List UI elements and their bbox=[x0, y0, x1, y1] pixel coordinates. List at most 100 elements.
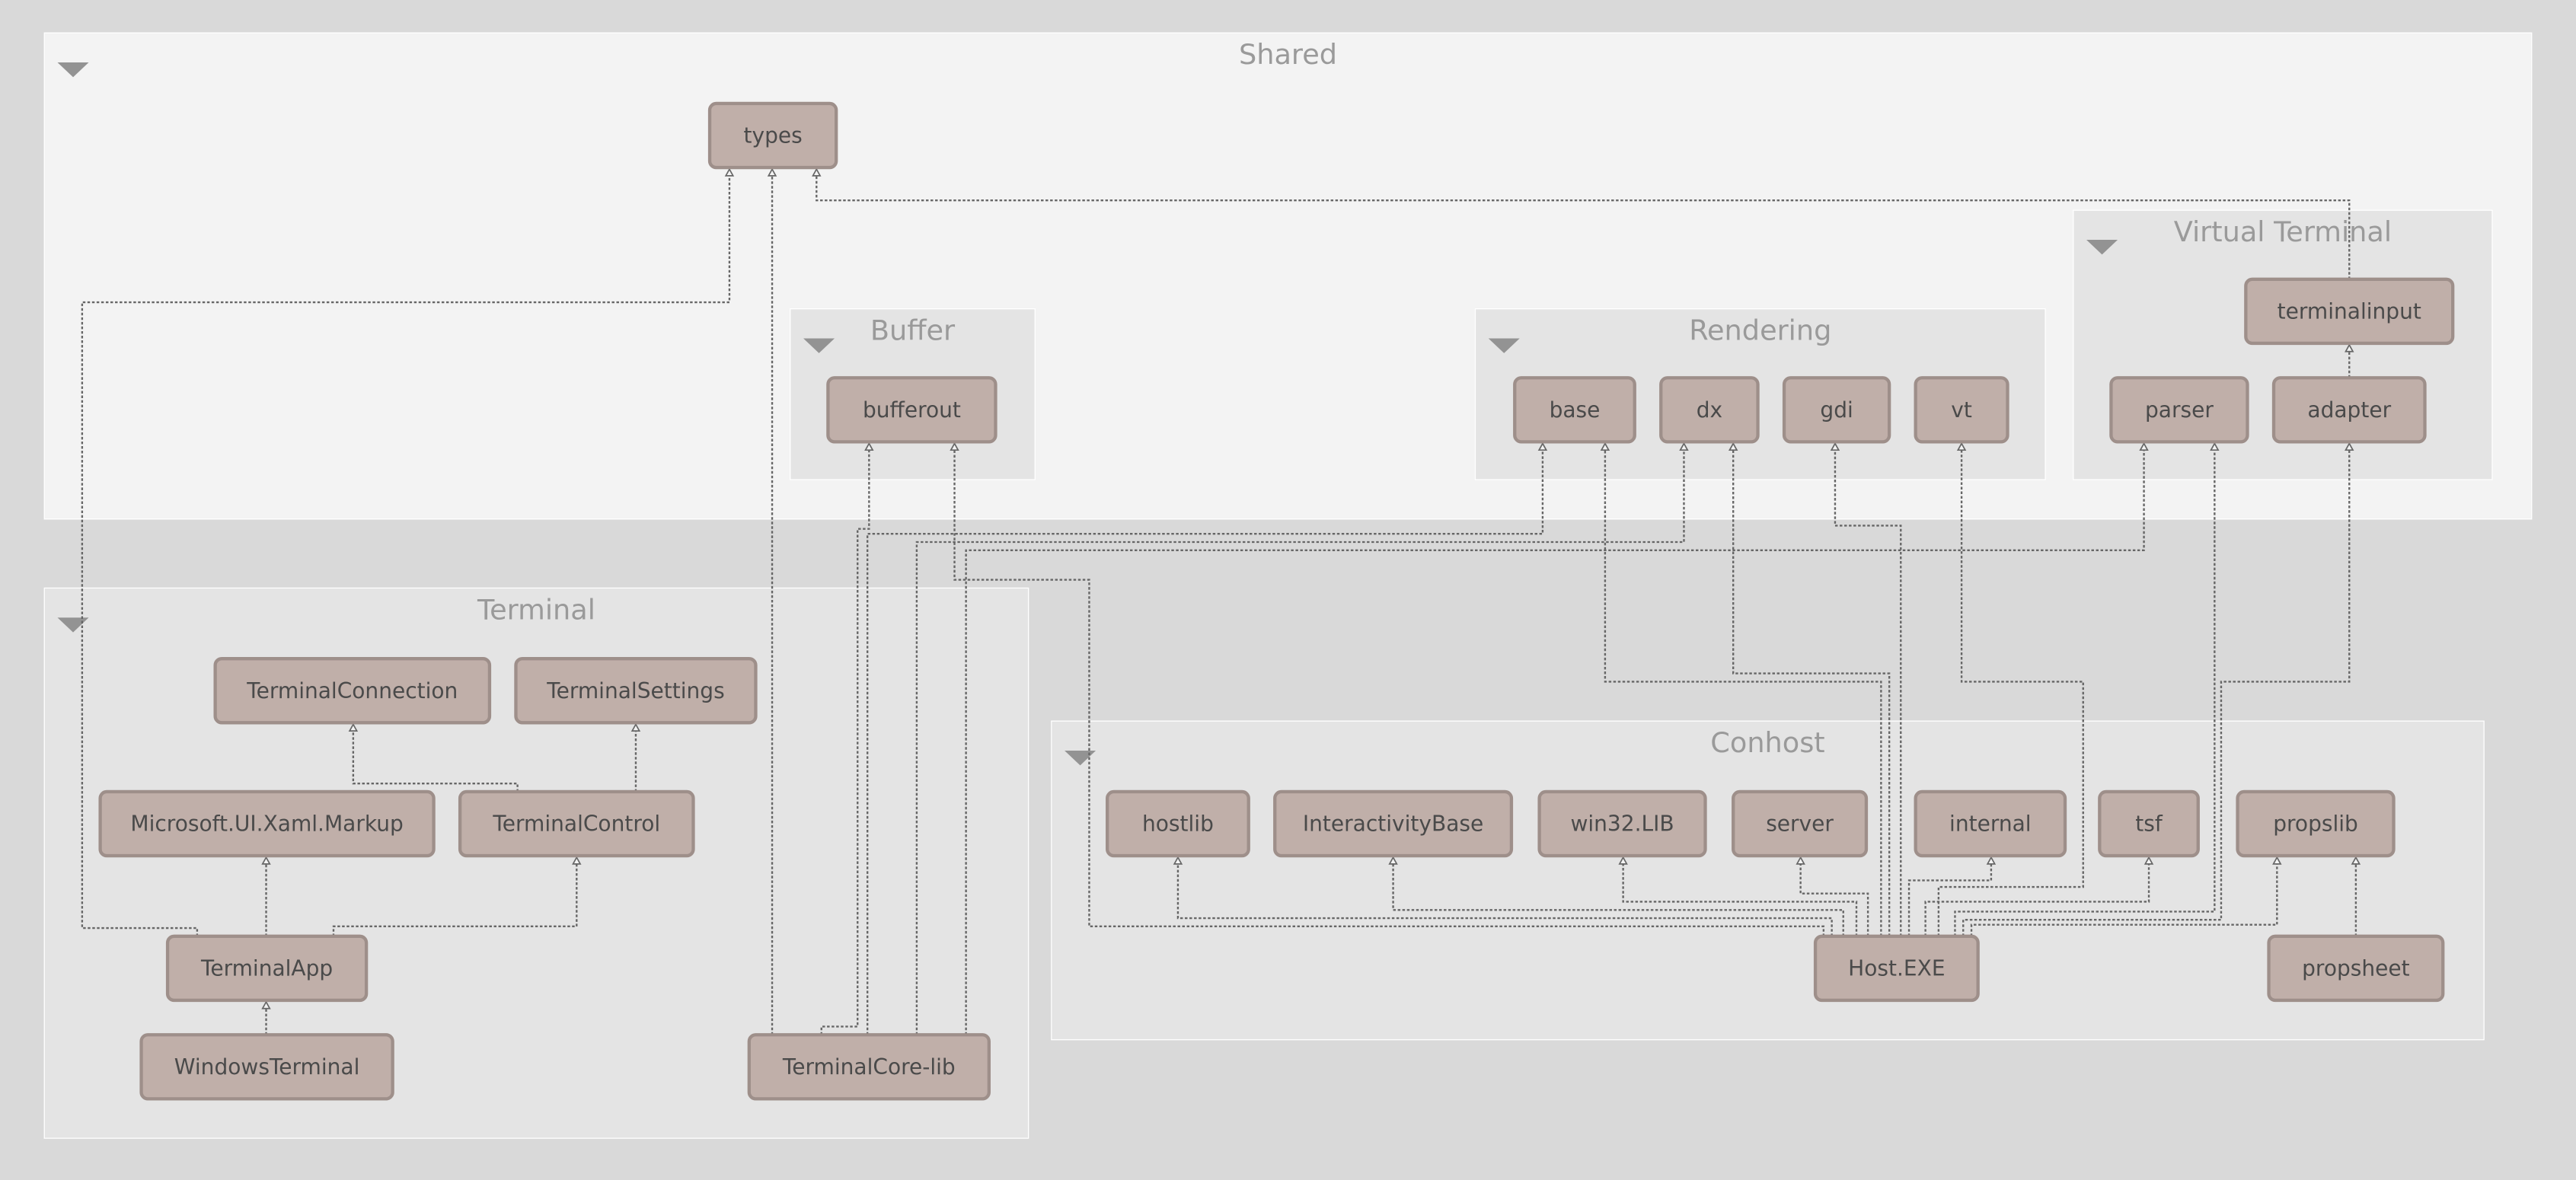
triangle-down-icon[interactable] bbox=[2086, 240, 2118, 255]
node-propsheet[interactable]: propsheet bbox=[2267, 934, 2445, 1003]
node-box[interactable] bbox=[98, 789, 436, 858]
node-label: TerminalConnection bbox=[246, 678, 458, 703]
node-label: adapter bbox=[2307, 397, 2391, 423]
node-label: hostlib bbox=[1142, 812, 1214, 837]
arrowhead-icon bbox=[1830, 442, 1840, 451]
node-TerminalControl[interactable]: TerminalControl bbox=[458, 789, 695, 858]
node-box[interactable] bbox=[165, 934, 369, 1003]
node-label: vt bbox=[1951, 397, 1972, 423]
triangle-down-icon[interactable] bbox=[803, 338, 835, 353]
node-box[interactable] bbox=[1732, 789, 1869, 858]
arrowhead-icon bbox=[1986, 856, 1997, 865]
node-box[interactable] bbox=[139, 1033, 394, 1101]
group-title: Rendering bbox=[1689, 314, 1831, 347]
node-box[interactable] bbox=[2098, 789, 2200, 858]
edge-HostEXE-to-tsf bbox=[1924, 856, 2154, 936]
node-adapter[interactable]: adapter bbox=[2271, 376, 2427, 444]
node-label: TerminalCore-lib bbox=[782, 1054, 956, 1080]
node-label: Microsoft.UI.Xaml.Markup bbox=[130, 812, 403, 837]
dependency-line bbox=[1970, 859, 2278, 936]
triangle-down-icon[interactable] bbox=[57, 62, 89, 78]
node-box[interactable] bbox=[213, 657, 492, 725]
node-box[interactable] bbox=[2267, 934, 2445, 1003]
dependency-line bbox=[1954, 445, 2216, 936]
node-box[interactable] bbox=[1914, 376, 2009, 444]
node-vt[interactable]: vt bbox=[1914, 376, 2009, 444]
arrowhead-icon bbox=[261, 1000, 271, 1009]
node-box[interactable] bbox=[2236, 789, 2396, 858]
node-box[interactable] bbox=[1659, 376, 1760, 444]
node-parser[interactable]: parser bbox=[2109, 376, 2249, 444]
groups-layer: Shared Buffer Rendering Virtual Terminal Ter… bbox=[43, 32, 2533, 1139]
node-HostEXE[interactable]: Host.EXE bbox=[1813, 934, 1980, 1003]
node-box[interactable] bbox=[1106, 789, 1250, 858]
node-box[interactable] bbox=[2271, 376, 2427, 444]
node-bufferout[interactable]: bufferout bbox=[826, 376, 998, 444]
triangle-down-icon[interactable] bbox=[1065, 751, 1096, 766]
edge-terminalinput-to-types bbox=[812, 167, 2351, 279]
node-terminalinput[interactable]: terminalinput bbox=[2244, 277, 2455, 346]
node-label: bufferout bbox=[863, 397, 961, 423]
edge-TerminalApp-to-XamlMarkup bbox=[261, 856, 271, 936]
node-TerminalSettings[interactable]: TerminalSettings bbox=[514, 657, 758, 725]
arrowhead-icon bbox=[767, 167, 777, 177]
edge-TerminalCore-to-dx bbox=[915, 442, 1689, 1035]
dependency-line bbox=[332, 859, 578, 936]
node-propslib[interactable]: propslib bbox=[2236, 789, 2396, 858]
dependency-line bbox=[816, 171, 2351, 279]
edge-HostEXE-to-gdi bbox=[1830, 442, 1902, 936]
group-title: Shared bbox=[1239, 38, 1337, 71]
node-gdi[interactable]: gdi bbox=[1782, 376, 1891, 444]
node-label: server bbox=[1766, 812, 1834, 837]
node-box[interactable] bbox=[1513, 376, 1636, 444]
node-box[interactable] bbox=[826, 376, 998, 444]
arrowhead-icon bbox=[2143, 856, 2154, 865]
group-title: Buffer bbox=[870, 314, 956, 347]
node-box[interactable] bbox=[2244, 277, 2455, 346]
group-title: Terminal bbox=[477, 593, 595, 626]
node-TerminalConnection[interactable]: TerminalConnection bbox=[213, 657, 492, 725]
node-label: TerminalControl bbox=[492, 812, 660, 837]
arrowhead-icon bbox=[348, 722, 359, 732]
node-win32[interactable]: win32.LIB bbox=[1537, 789, 1707, 858]
group-conhost-container bbox=[1051, 720, 2485, 1041]
node-WindowsTerminal[interactable]: WindowsTerminal bbox=[139, 1033, 394, 1101]
edge-TerminalApp-to-types bbox=[81, 167, 735, 936]
arrowhead-icon bbox=[1679, 442, 1689, 451]
node-base[interactable]: base bbox=[1513, 376, 1636, 444]
dependency-line bbox=[1176, 859, 1833, 936]
node-box[interactable] bbox=[747, 1033, 991, 1101]
node-XamlMarkup[interactable]: Microsoft.UI.Xaml.Markup bbox=[98, 789, 436, 858]
node-TerminalCore[interactable]: TerminalCore-lib bbox=[747, 1033, 991, 1101]
node-label: tsf bbox=[2135, 812, 2163, 837]
node-box[interactable] bbox=[1273, 789, 1514, 858]
node-label: TerminalApp bbox=[200, 955, 333, 981]
arrowhead-icon bbox=[2139, 442, 2149, 451]
node-hostlib[interactable]: hostlib bbox=[1106, 789, 1250, 858]
node-box[interactable] bbox=[707, 101, 838, 170]
node-TerminalApp[interactable]: TerminalApp bbox=[165, 934, 369, 1003]
arrowhead-icon bbox=[2345, 343, 2354, 352]
triangle-down-icon[interactable] bbox=[1488, 338, 1520, 353]
node-box[interactable] bbox=[514, 657, 758, 725]
node-dx[interactable]: dx bbox=[1659, 376, 1760, 444]
node-tsf[interactable]: tsf bbox=[2098, 789, 2200, 858]
node-box[interactable] bbox=[1813, 934, 1980, 1003]
node-label: parser bbox=[2145, 397, 2214, 423]
arrowhead-icon bbox=[812, 167, 822, 177]
triangle-down-icon[interactable] bbox=[57, 617, 89, 633]
node-label: types bbox=[743, 123, 802, 148]
node-label: Host.EXE bbox=[1848, 955, 1945, 981]
node-box[interactable] bbox=[2109, 376, 2249, 444]
node-box[interactable] bbox=[458, 789, 695, 858]
node-internal[interactable]: internal bbox=[1914, 789, 2067, 858]
arrowhead-icon bbox=[1600, 442, 1610, 451]
node-box[interactable] bbox=[1914, 789, 2067, 858]
node-box[interactable] bbox=[1782, 376, 1891, 444]
node-box[interactable] bbox=[1537, 789, 1707, 858]
dependency-line bbox=[1962, 445, 2351, 936]
edge-HostEXE-to-win32 bbox=[1618, 856, 1858, 936]
node-types[interactable]: types bbox=[707, 101, 838, 170]
node-InteractivityBase[interactable]: InteractivityBase bbox=[1273, 789, 1514, 858]
node-server[interactable]: server bbox=[1732, 789, 1869, 858]
